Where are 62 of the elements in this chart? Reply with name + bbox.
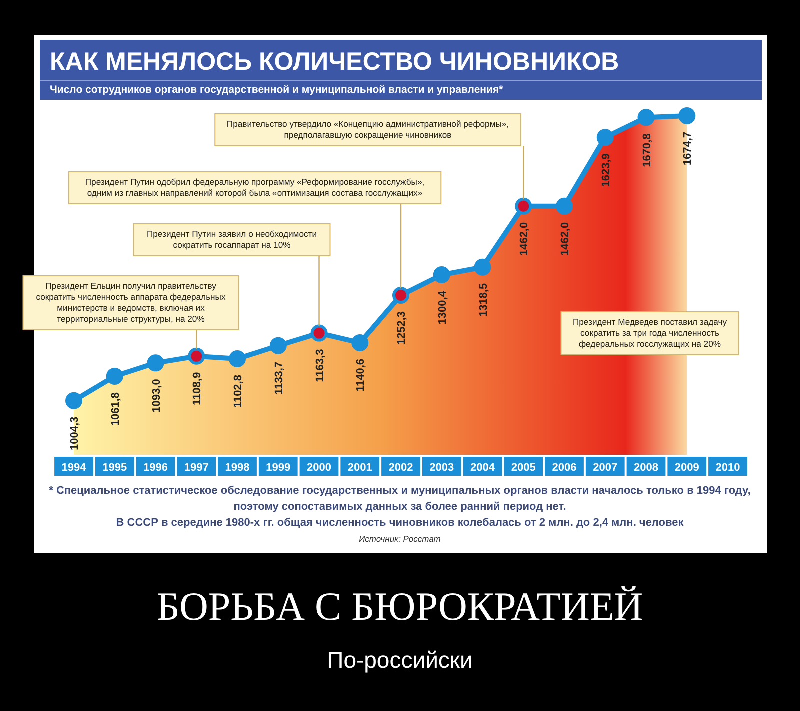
annotation: Источник: Росстат [359, 534, 441, 544]
point [229, 350, 246, 368]
point [678, 108, 696, 124]
point [106, 368, 124, 385]
annotation: Правительство утвердило «Концепцию административной реформы», предполагавшую сокращение чиновников [226, 119, 510, 140]
x-tick-label: 2010 [716, 462, 740, 474]
annotation: Президент Медведев поставил задачу сократить за три года численность федеральных госслужащих на 20% [572, 317, 728, 349]
x-tick-label: 2004 [470, 462, 496, 474]
data-label: 1318,5 [478, 283, 490, 318]
x-tick-label: 2002 [388, 462, 414, 474]
data-label: 1674,7 [682, 132, 694, 166]
x-tick-label: 2007 [593, 462, 618, 474]
chart-subtitle: Число сотрудников органов государственной и муниципальной власти и управления* [50, 84, 504, 96]
data-label: 1670,8 [641, 134, 654, 168]
data-label: 1093,0 [150, 379, 163, 413]
point [352, 334, 369, 352]
point [147, 354, 164, 372]
x-tick-label: 1995 [102, 462, 128, 474]
x-tick-label: 2009 [674, 462, 700, 474]
x-tick-label: 1994 [62, 462, 88, 474]
point [556, 198, 573, 215]
x-tick-label: 1996 [144, 462, 168, 474]
data-label: 1252,3 [396, 311, 408, 346]
point [310, 324, 328, 342]
data-label: 1462,0 [518, 222, 531, 256]
x-tick-label: 2001 [348, 462, 372, 474]
x-tick-label: 2003 [430, 462, 454, 474]
annotation: В СССР в середине 1980-х гг. общая численность чиновников колебалась от 2 млн. до 2,4 млн. человек [116, 517, 684, 529]
data-label: 1133,7 [273, 362, 286, 395]
x-tick-label: 1999 [266, 462, 291, 474]
point [188, 348, 206, 365]
callout-box: Президент Медведев поставил задачу сократить за три года численность федеральных госслужащих на 20% [560, 312, 740, 356]
data-label: 1108,9 [192, 372, 204, 406]
data-label: 1140,6 [355, 358, 368, 392]
annotation: БОРЬБА С БЮРОКРАТИЕЙ [156, 584, 644, 629]
data-label: 1462,0 [560, 222, 572, 256]
chart-title: КАК МЕНЯЛОСЬ КОЛИЧЕСТВО ЧИНОВНИКОВ [50, 48, 620, 76]
annotation: Президент Ельцин получил правительству сократить численность аппарата федеральных министерств и ведомств, включая их территориальные структуры, на 20% [36, 281, 226, 324]
x-tick-label: 2000 [307, 462, 332, 474]
data-label: 1102,8 [232, 375, 244, 408]
data-label: 1061,8 [110, 392, 122, 426]
annotation: Президент Путин заявил о необходимости сократить госаппарат на 10% [146, 229, 318, 250]
annotation: * Специальное статистическое обследование государственных и муниципальных органов власти началось только в 1994 году, поэтому сопоставимых данных за более ранний период нет. [49, 485, 751, 513]
data-label: 1623,9 [600, 154, 612, 188]
x-tick-label: 2006 [552, 462, 577, 474]
point [515, 198, 532, 215]
point [66, 392, 82, 410]
x-tick-label: 1998 [225, 462, 250, 474]
point [392, 286, 410, 304]
x-tick-label: 2005 [511, 462, 536, 474]
annotation: Президент Путин одобрил федеральную программу «Реформирование госслужбы», одним из главных направлений которой была «оптимизация состава госслужащих» [85, 177, 425, 198]
point [474, 258, 492, 276]
annotation: По-российски [327, 647, 473, 673]
data-label: 1163,3 [314, 349, 326, 382]
data-label: 1004,3 [69, 416, 81, 451]
x-tick-label: 2008 [634, 462, 658, 474]
point [596, 129, 614, 146]
data-label: 1300,4 [436, 290, 449, 325]
point [270, 337, 287, 354]
x-tick-label: 1997 [184, 462, 209, 474]
point [638, 109, 655, 126]
point [433, 266, 450, 284]
